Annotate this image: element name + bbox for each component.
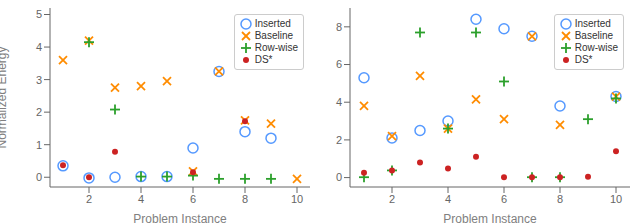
html-text:DS*: DS* <box>254 54 273 65</box>
html-text:Baseline: Baseline <box>254 30 293 41</box>
svg-text:4: 4 <box>445 193 451 205</box>
html-text:DS*: DS* <box>574 54 593 65</box>
svg-text:4: 4 <box>138 193 144 205</box>
svg-text:6: 6 <box>336 58 342 70</box>
svg-text:10: 10 <box>291 193 303 205</box>
html-text:Baseline: Baseline <box>574 30 613 41</box>
svg-text:0: 0 <box>336 171 342 183</box>
svg-text:10: 10 <box>610 193 622 205</box>
svg-text:2: 2 <box>389 193 395 205</box>
svg-text:8: 8 <box>336 21 342 33</box>
html-text:Inserted: Inserted <box>254 18 291 29</box>
svg-text:8: 8 <box>557 193 563 205</box>
svg-text:3: 3 <box>36 74 42 86</box>
svg-text:Problem Instance: Problem Instance <box>133 212 227 223</box>
html-text:Row-wise: Row-wise <box>574 42 618 53</box>
svg-text:0: 0 <box>36 171 42 183</box>
html-text:Row-wise: Row-wise <box>254 42 298 53</box>
svg-text:2: 2 <box>86 193 92 205</box>
svg-text:2: 2 <box>336 134 342 146</box>
svg-text:4: 4 <box>36 41 42 53</box>
svg-text:6: 6 <box>501 193 507 205</box>
html-text:Inserted: Inserted <box>574 18 611 29</box>
svg-text:Problem Instance: Problem Instance <box>443 212 537 223</box>
svg-text:8: 8 <box>242 193 248 205</box>
svg-text:6: 6 <box>190 193 196 205</box>
svg-text:5: 5 <box>36 8 42 20</box>
svg-text:Normalized Energy: Normalized Energy <box>8 46 9 148</box>
svg-text:4: 4 <box>336 96 342 108</box>
svg-text:2: 2 <box>36 106 42 118</box>
svg-text:1: 1 <box>36 139 42 151</box>
